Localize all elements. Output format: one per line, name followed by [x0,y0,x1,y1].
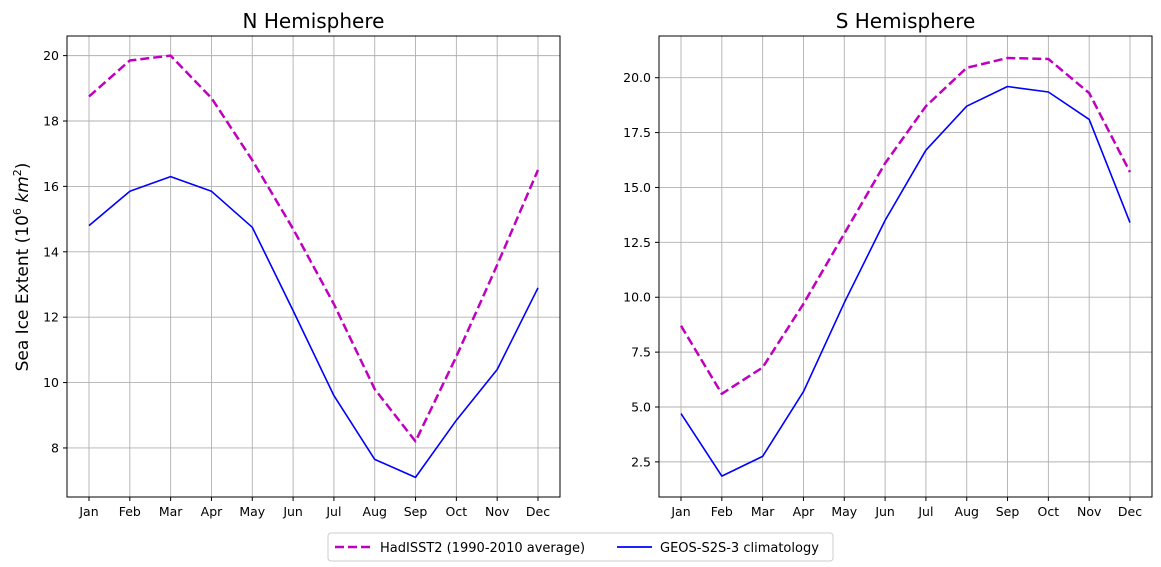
x-tick-label: Jul [325,504,341,519]
chart-title: S Hemisphere [836,9,976,33]
y-tick-label: 17.5 [623,125,651,140]
y-tick-label: 8 [51,440,59,455]
x-tick-label: Feb [711,504,733,519]
y-tick-label: 20 [43,48,59,63]
y-tick-label: 2.5 [631,454,651,469]
x-tick-label: Oct [446,504,468,519]
x-tick-label: Aug [363,504,387,519]
x-tick-label: Nov [485,504,510,519]
series-line-hadisst [88,54,540,443]
y-tick-label: 12.5 [623,235,651,250]
y-axis-ticks: 2.5 5.0 7.5 10.0 12.5 15.0 17.5 20.0 [623,70,659,469]
series-group [88,54,540,479]
y-axis-ticks: 8 10 12 14 16 18 20 [43,48,67,455]
x-tick-label: Sep [404,504,428,519]
y-tick-label: 14 [43,244,59,259]
chart-north-hemisphere: N Hemisphere Jan Feb Mar Apr May Jun Jul Aug Sep… [43,9,561,519]
x-axis-ticks: Jan Feb Mar Apr May Jun Jul Aug Sep Oct Nov Dec [670,497,1142,519]
grid [67,36,560,497]
x-tick-label: Jun [282,504,303,519]
series-line-geos [88,175,539,479]
x-tick-label: Jul [917,504,933,519]
x-axis-ticks: Jan Feb Mar Apr May Jun Jul Aug Sep Oct Nov Dec [78,497,550,519]
x-tick-label: Feb [119,504,141,519]
chart-title: N Hemisphere [243,9,385,33]
y-tick-label: 5.0 [631,399,651,414]
axes-frame [658,35,1153,498]
x-tick-label: Apr [793,504,815,519]
legend: HadISST2 (1990-2010 average) GEOS-S2S-3 … [327,532,834,562]
y-tick-label: 10.0 [623,290,651,305]
y-tick-label: 18 [43,114,59,129]
grid [659,36,1152,497]
legend-frame [327,532,834,562]
x-tick-label: May [239,504,265,519]
x-tick-label: Mar [751,504,775,519]
x-tick-label: Sep [996,504,1020,519]
x-tick-label: Mar [159,504,183,519]
y-axis-label: Sea Ice Extent (106 km2) [11,163,33,372]
legend-label-hadisst: HadISST2 (1990-2010 average) [380,541,585,556]
y-tick-label: 12 [43,310,59,325]
chart-south-hemisphere: S Hemisphere Jan Feb Mar Apr May Jun Jul Aug Sep… [623,9,1153,519]
y-tick-label: 16 [43,179,59,194]
x-tick-label: Jan [78,504,98,519]
x-tick-label: Aug [955,504,979,519]
series-line-hadisst [679,56,1132,396]
x-tick-label: Jan [670,504,690,519]
y-tick-label: 10 [43,375,59,390]
x-tick-label: Oct [1038,504,1060,519]
x-tick-label: May [831,504,857,519]
y-tick-label: 7.5 [631,345,651,360]
x-tick-label: Apr [201,504,223,519]
x-tick-label: Nov [1077,504,1102,519]
x-tick-label: Jun [874,504,895,519]
y-tick-label: 20.0 [623,70,651,85]
x-tick-label: Dec [526,504,550,519]
series-line-geos [680,85,1131,477]
axes-frame [66,35,561,498]
legend-label-geos: GEOS-S2S-3 climatology [660,541,819,556]
x-tick-label: Dec [1118,504,1142,519]
series-group [679,56,1132,477]
y-tick-label: 15.0 [623,180,651,195]
